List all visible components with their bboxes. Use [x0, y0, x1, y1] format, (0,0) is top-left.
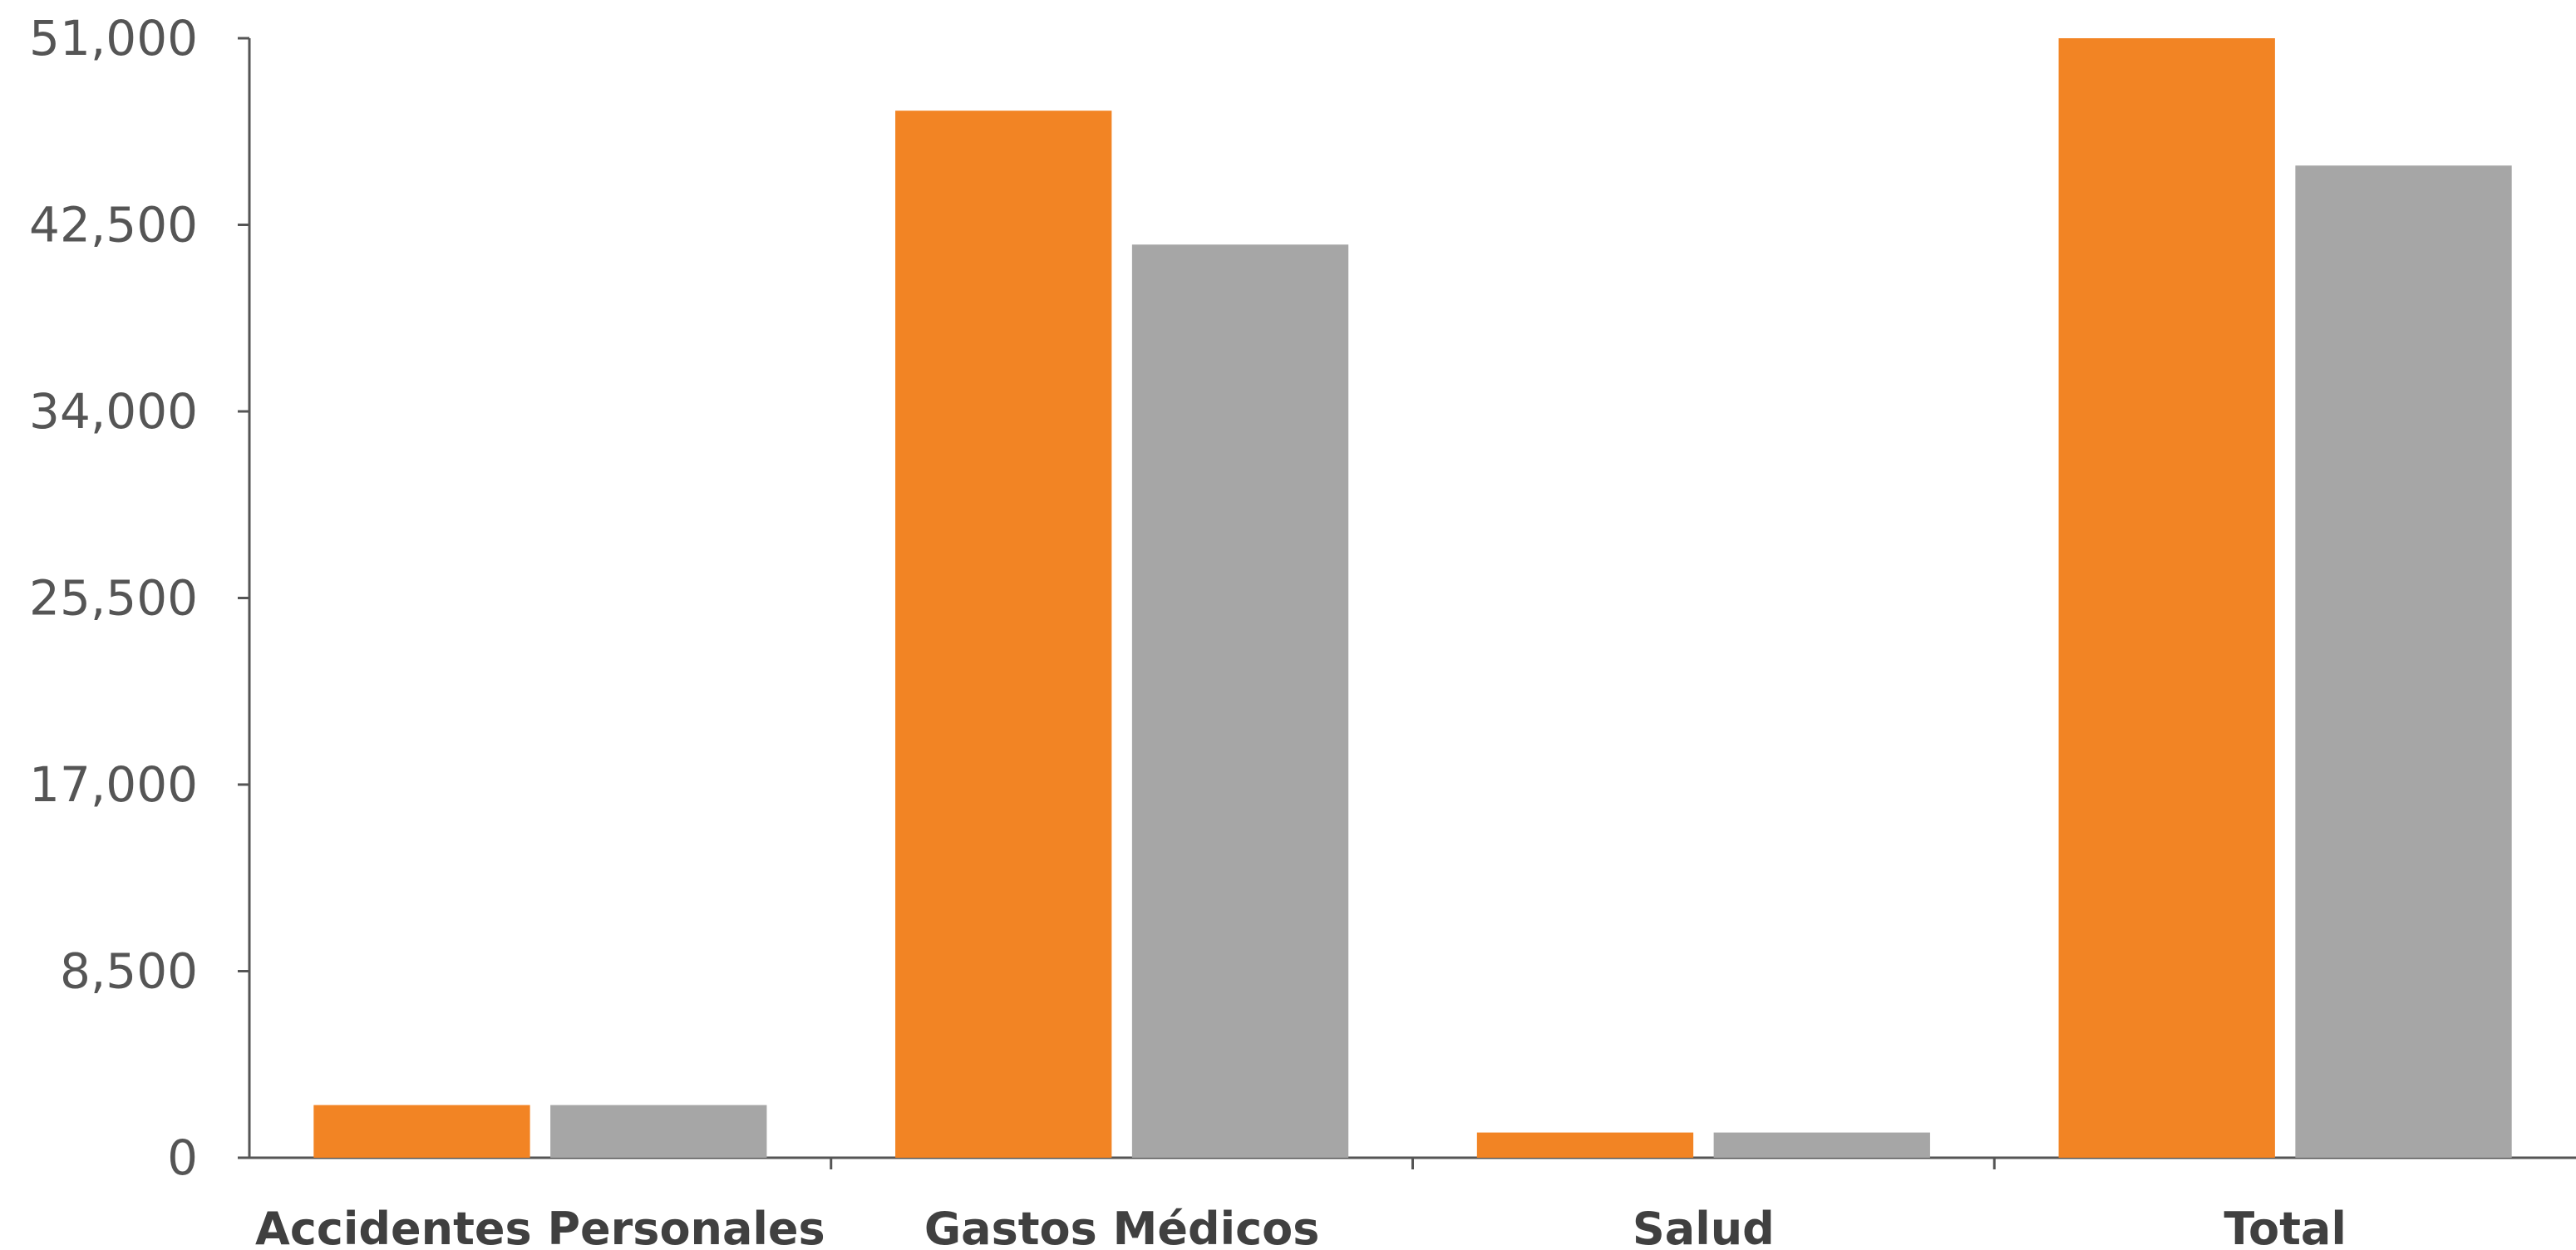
y-ticks: 0 8,500 17,000 25,500 34,000 42,500 51,000 — [29, 10, 249, 1186]
x-ticks — [830, 1158, 1996, 1169]
orange-bar-1 — [895, 111, 1112, 1159]
y-tick-label: 17,000 — [29, 756, 198, 813]
orange-bar-3 — [2058, 38, 2275, 1158]
y-tick-label: 8,500 — [60, 943, 198, 1000]
category-label: Total — [2224, 1203, 2347, 1250]
y-tick-label: 42,500 — [29, 197, 198, 253]
y-tick-label: 25,500 — [29, 570, 198, 627]
gray-bar-0 — [550, 1105, 767, 1158]
y-tick-label: 51,000 — [29, 10, 198, 66]
category-labels: Accidentes Personales Gastos Médicos Salud… — [255, 1203, 2347, 1250]
orange-bar-0 — [313, 1105, 530, 1158]
orange-bar-2 — [1476, 1132, 1694, 1158]
category-label: Gastos Médicos — [924, 1203, 1320, 1250]
category-label: Accidentes Personales — [255, 1203, 825, 1250]
y-tick-label: 34,000 — [29, 383, 198, 440]
bars — [313, 38, 2512, 1159]
gray-bar-1 — [1131, 244, 1349, 1158]
gray-bar-2 — [1713, 1132, 1930, 1158]
category-label: Salud — [1633, 1203, 1775, 1250]
y-tick-label: 0 — [167, 1129, 198, 1186]
gray-bar-3 — [2295, 165, 2512, 1158]
